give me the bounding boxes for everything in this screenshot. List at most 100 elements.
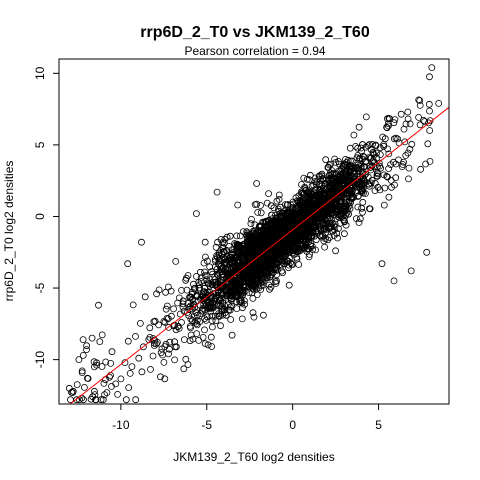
- data-point: [257, 209, 265, 217]
- data-point: [149, 352, 157, 360]
- data-point: [365, 182, 373, 190]
- data-point: [302, 224, 310, 232]
- data-point: [73, 396, 81, 404]
- data-point: [103, 389, 111, 397]
- data-point: [256, 278, 263, 286]
- data-point: [201, 272, 209, 280]
- data-point: [193, 330, 201, 338]
- data-point: [201, 295, 209, 303]
- data-point: [219, 243, 227, 251]
- x-tick-label: -5: [201, 418, 212, 432]
- data-point: [128, 363, 136, 371]
- data-point: [201, 340, 209, 348]
- data-point: [390, 277, 398, 285]
- data-point: [327, 182, 334, 190]
- data-point: [91, 387, 98, 395]
- data-point: [238, 315, 246, 323]
- data-point: [397, 110, 405, 118]
- data-point: [380, 171, 388, 179]
- data-point: [165, 323, 173, 331]
- data-point: [155, 286, 163, 294]
- data-point: [358, 176, 365, 184]
- data-point: [336, 212, 344, 220]
- data-point: [253, 228, 261, 236]
- data-point: [302, 187, 310, 195]
- chart-title: rrp6D_2_T0 vs JKM139_2_T60: [140, 24, 370, 41]
- data-point: [274, 241, 282, 249]
- data-point: [268, 254, 276, 261]
- data-point: [250, 313, 258, 321]
- data-point: [193, 272, 200, 280]
- data-point: [350, 131, 358, 139]
- y-tick-label: 5: [33, 141, 47, 148]
- data-point: [135, 354, 143, 362]
- data-point: [287, 259, 295, 267]
- data-point: [199, 296, 207, 304]
- data-point: [358, 204, 366, 212]
- data-point: [335, 175, 342, 183]
- data-point: [354, 144, 362, 152]
- data-point: [277, 214, 285, 221]
- data-point: [420, 117, 427, 124]
- data-point: [385, 165, 393, 173]
- data-point: [252, 240, 260, 248]
- data-point: [311, 178, 319, 185]
- data-point: [355, 155, 363, 163]
- data-point: [333, 200, 341, 208]
- data-point: [212, 294, 220, 302]
- data-point: [259, 311, 267, 319]
- data-point: [239, 242, 247, 250]
- data-point: [204, 279, 211, 287]
- data-point: [271, 264, 279, 272]
- data-point: [369, 140, 376, 148]
- data-point: [248, 215, 255, 223]
- data-point: [244, 232, 252, 240]
- data-point: [322, 226, 330, 233]
- data-point: [129, 301, 137, 309]
- data-point: [381, 184, 389, 192]
- data-point: [358, 155, 366, 163]
- data-point: [153, 338, 161, 346]
- data-point: [269, 247, 276, 255]
- data-point: [100, 379, 108, 387]
- data-point: [298, 188, 305, 196]
- data-point: [117, 375, 125, 383]
- data-point: [215, 295, 223, 302]
- data-point: [300, 245, 308, 253]
- data-point: [78, 369, 86, 377]
- data-point: [376, 144, 384, 152]
- data-point: [156, 373, 164, 381]
- data-point: [182, 355, 190, 363]
- data-point: [249, 268, 257, 276]
- data-point: [373, 172, 381, 180]
- data-point: [208, 312, 216, 320]
- data-point: [281, 221, 289, 229]
- data-point: [272, 266, 279, 274]
- data-point: [345, 167, 353, 175]
- data-point: [207, 295, 215, 303]
- data-point: [226, 232, 234, 240]
- data-point: [253, 291, 261, 299]
- fit-line: [69, 106, 449, 404]
- data-point: [196, 281, 204, 289]
- data-point: [186, 322, 194, 330]
- data-point: [184, 272, 192, 279]
- data-point: [114, 390, 121, 398]
- data-point: [297, 230, 305, 238]
- data-point: [314, 207, 322, 215]
- data-point: [295, 261, 303, 268]
- data-point: [83, 346, 90, 354]
- y-axis-label: rrp6D_2_T0 log2 densities: [2, 161, 16, 302]
- data-point: [248, 253, 256, 260]
- data-point: [215, 249, 223, 257]
- data-point: [265, 234, 273, 242]
- data-point: [258, 263, 266, 271]
- data-point: [355, 123, 363, 131]
- data-point: [305, 235, 312, 243]
- data-point: [174, 299, 182, 307]
- x-axis-label: JKM139_2_T60 log2 densities: [173, 450, 334, 464]
- data-point: [189, 296, 197, 304]
- data-point: [139, 343, 147, 351]
- data-point: [254, 226, 262, 234]
- data-point: [348, 195, 356, 203]
